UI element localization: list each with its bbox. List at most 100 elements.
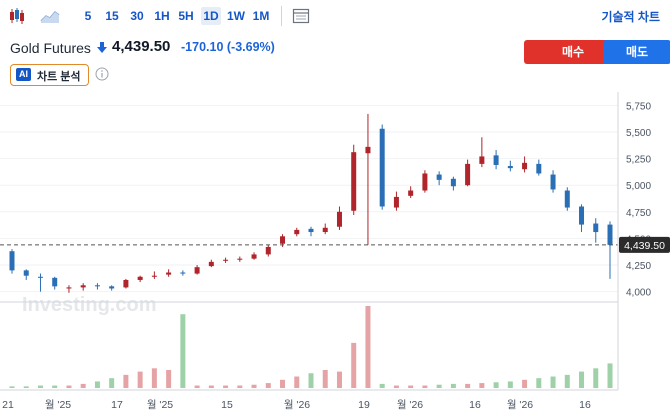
x-tick-label: 17 — [111, 399, 123, 411]
volume-bar — [52, 385, 58, 388]
candle-body — [52, 277, 58, 287]
candle-body — [23, 270, 29, 276]
candle-body — [66, 287, 72, 289]
x-tick-label: 15 — [221, 399, 233, 411]
volume-bar — [223, 385, 229, 388]
y-tick-label: 4,000 — [626, 288, 651, 299]
candle-body — [336, 211, 342, 227]
volume-bar — [436, 384, 442, 388]
candle-body — [564, 190, 570, 208]
candle-body — [365, 146, 371, 154]
volume-bar — [522, 379, 528, 388]
info-icon[interactable] — [95, 67, 109, 81]
volume-bar — [208, 385, 214, 388]
candle-body — [123, 279, 129, 288]
candle-body — [137, 276, 143, 280]
interval-1h[interactable]: 1H — [154, 9, 170, 23]
candle-body — [94, 285, 100, 287]
candle-body — [180, 272, 186, 274]
volume-bar — [579, 371, 585, 388]
ai-badge-icon: AI — [16, 68, 31, 81]
interval-1d[interactable]: 1D — [201, 7, 221, 25]
candle-body — [351, 152, 357, 211]
volume-bar — [450, 383, 456, 388]
volume-bar — [336, 371, 342, 388]
interval-15[interactable]: 15 — [105, 9, 119, 23]
ai-chart-analysis-button[interactable]: AI 차트 분석 — [10, 64, 89, 86]
price-change: -170.10 (-3.69%) — [181, 40, 275, 54]
candle-body — [493, 155, 499, 165]
interval-5h[interactable]: 5H — [178, 9, 194, 23]
x-tick-label: 19 — [358, 399, 370, 411]
volume-bar — [564, 374, 570, 388]
chart-toolbar: 5 15 30 1H 5H 1D 1W 1M 기술적 차트 — [0, 0, 670, 32]
last-price: 4,439.50 — [112, 38, 171, 55]
volume-bar — [9, 386, 15, 388]
candle-body — [223, 259, 229, 261]
volume-bar — [408, 385, 414, 388]
volume-bar — [123, 374, 129, 388]
candle-body — [507, 166, 513, 169]
x-tick-label: 월 '26 — [507, 399, 533, 411]
candle-body — [550, 174, 556, 190]
volume-bar — [536, 378, 542, 388]
table-icon[interactable] — [292, 7, 310, 25]
volume-bar — [294, 376, 300, 388]
x-tick-label: 월 '26 — [284, 399, 310, 411]
volume-bar — [37, 385, 43, 388]
volume-bar — [493, 382, 499, 388]
y-tick-label: 5,500 — [626, 128, 651, 139]
volume-bar — [94, 381, 100, 388]
sell-button[interactable]: 매도 — [603, 40, 670, 64]
x-axis: 21 월 '25 17 월 '25 15 월 '26 19 월 '26 16 월 '26 16 — [2, 399, 591, 411]
x-tick-label: 16 — [579, 399, 591, 411]
volume-bar — [607, 363, 613, 388]
x-tick-label: 21 — [2, 399, 14, 411]
toolbar-divider — [281, 6, 282, 26]
candle-body — [251, 254, 257, 259]
price-chart[interactable]: Investing.com 5,750 5,500 5,250 5,000 4,750 4… — [0, 92, 670, 416]
candle-body — [237, 258, 243, 260]
volume-bar — [507, 381, 513, 388]
x-tick-label: 월 '25 — [147, 399, 173, 411]
candle-body — [280, 236, 286, 244]
candle-body — [9, 251, 15, 271]
candle-body — [37, 276, 43, 278]
volume-bar — [166, 369, 172, 388]
volume-bar — [109, 378, 115, 388]
candle-body — [151, 275, 157, 277]
volume-bar — [137, 371, 143, 388]
last-price-tag-label: 4,439.50 — [624, 240, 665, 252]
volume-bar — [365, 306, 371, 388]
candlestick-series — [9, 113, 613, 293]
candle-body — [379, 128, 385, 207]
candle-body — [522, 162, 528, 170]
volume-bar — [180, 314, 186, 388]
volume-bar — [265, 383, 271, 388]
candle-body — [479, 156, 485, 164]
area-chart-icon[interactable] — [40, 7, 60, 25]
volume-bar — [66, 385, 72, 388]
last-price-tag: 4,439.50 — [619, 236, 670, 253]
volume-bar — [322, 369, 328, 388]
investing-watermark: Investing.com — [22, 294, 156, 316]
chart-grid — [0, 104, 618, 293]
volume-bar — [550, 376, 556, 388]
candle-body — [109, 286, 115, 289]
y-tick-label: 5,750 — [626, 101, 651, 112]
interval-30[interactable]: 30 — [130, 9, 144, 23]
x-tick-label: 월 '26 — [397, 399, 423, 411]
volume-bar — [479, 383, 485, 388]
x-tick-label: 16 — [469, 399, 481, 411]
candle-body — [80, 285, 86, 288]
volume-bar — [80, 383, 86, 388]
technical-chart-link[interactable]: 기술적 차트 — [601, 10, 660, 24]
candle-body — [294, 229, 300, 235]
candle-body — [465, 163, 471, 186]
interval-1w[interactable]: 1W — [227, 9, 245, 23]
interval-1m[interactable]: 1M — [252, 9, 270, 23]
interval-5[interactable]: 5 — [84, 9, 92, 23]
candle-body — [166, 272, 172, 275]
candlestick-icon[interactable] — [8, 7, 26, 25]
